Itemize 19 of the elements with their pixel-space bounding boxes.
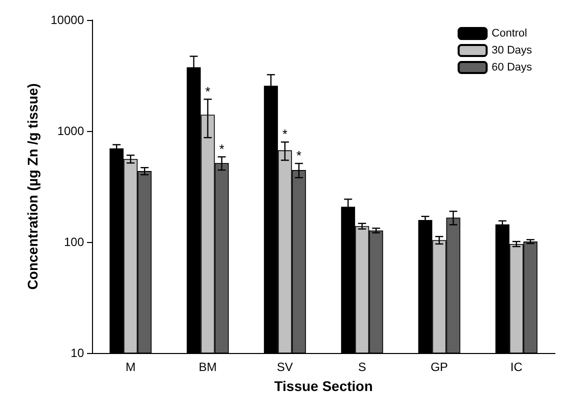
legend-label: 60 Days xyxy=(492,62,532,74)
x-tick-label: S xyxy=(358,360,366,374)
legend-label: 30 Days xyxy=(492,44,532,56)
data-label: * xyxy=(282,126,288,142)
y-axis-title: Concentration (µg Zn /g tissue) xyxy=(24,83,41,290)
x-tick-label: BM xyxy=(198,360,217,374)
x-tick-label: GP xyxy=(430,360,448,374)
x-axis-title: Tissue Section xyxy=(274,378,373,394)
data-label: * xyxy=(205,84,210,99)
y-tick-label: 10 xyxy=(70,346,84,360)
data-label: * xyxy=(296,148,302,163)
y-tick-label: 1000 xyxy=(57,124,84,138)
legend-label: Control xyxy=(492,28,528,40)
data-label: * xyxy=(219,141,224,156)
x-tick-label: M xyxy=(126,360,136,374)
y-tick-label: 100 xyxy=(64,235,84,249)
x-tick-label: SV xyxy=(276,360,293,374)
x-tick-label: IC xyxy=(510,360,523,374)
y-tick-label: 10000 xyxy=(50,13,84,27)
